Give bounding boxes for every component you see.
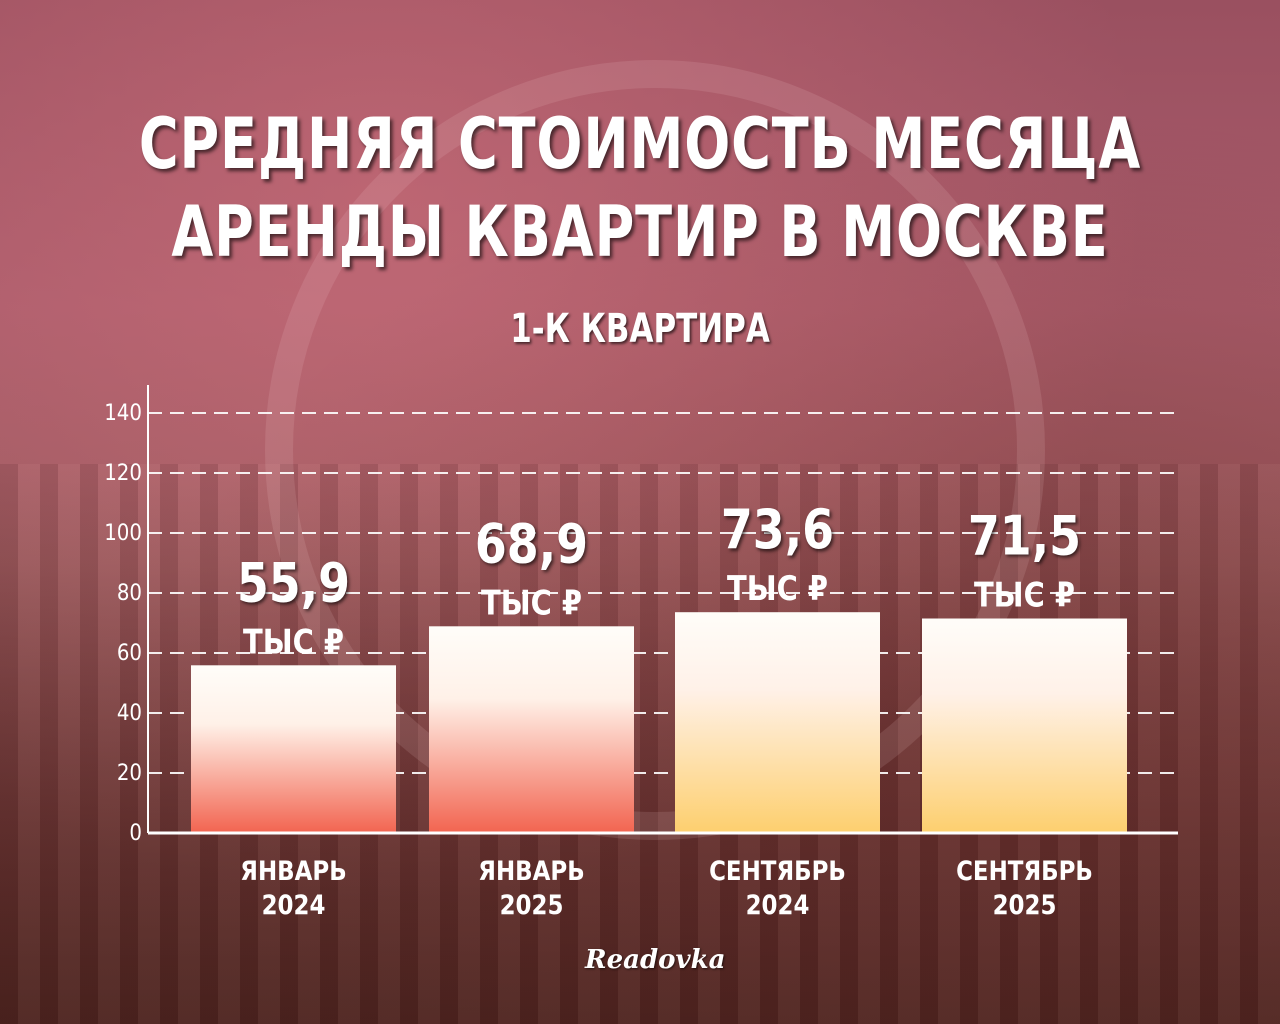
x-tick-label: ЯНВАРЬ — [478, 855, 584, 886]
unit-label: ТЫС ₽ — [481, 584, 582, 623]
y-tick-label: 80 — [117, 581, 142, 606]
title-line-2: АРЕНДЫ КВАРТИР В МОСКВЕ — [171, 191, 1109, 273]
chart-title: СРЕДНЯЯ СТОИМОСТЬ МЕСЯЦА АРЕНДЫ КВАРТИР … — [90, 100, 1191, 276]
x-tick-label: 2025 — [500, 889, 564, 920]
y-tick-label: 60 — [117, 641, 142, 666]
y-tick-label: 140 — [104, 401, 142, 426]
brand-logo: Readovka — [585, 945, 726, 975]
y-tick-label: 100 — [104, 521, 142, 546]
data-label: 68,9 — [475, 512, 588, 576]
unit-label: ТЫС ₽ — [243, 623, 344, 662]
unit-label: ТЫС ₽ — [974, 576, 1075, 615]
data-label: 55,9 — [237, 551, 350, 615]
title-line-1: СРЕДНЯЯ СТОИМОСТЬ МЕСЯЦА — [138, 103, 1142, 185]
bar — [429, 626, 634, 833]
y-tick-label: 40 — [117, 701, 142, 726]
y-tick-label: 20 — [117, 761, 142, 786]
x-tick-label: ЯНВАРЬ — [240, 855, 346, 886]
bar — [675, 612, 880, 833]
x-tick-label: СЕНТЯБРЬ — [709, 855, 846, 886]
x-tick-label: СЕНТЯБРЬ — [956, 855, 1093, 886]
bar — [922, 618, 1127, 833]
bar — [191, 665, 396, 833]
unit-label: ТЫС ₽ — [727, 570, 828, 609]
x-tick-label: 2024 — [746, 889, 810, 920]
chart-subtitle: 1-К КВАРТИРА — [510, 306, 770, 352]
x-tick-label: 2025 — [993, 889, 1057, 920]
y-tick-label: 120 — [104, 461, 142, 486]
x-tick-label: 2024 — [262, 889, 326, 920]
data-label: 73,6 — [721, 498, 834, 562]
y-tick-label: 0 — [129, 821, 142, 846]
data-label: 71,5 — [968, 504, 1081, 568]
